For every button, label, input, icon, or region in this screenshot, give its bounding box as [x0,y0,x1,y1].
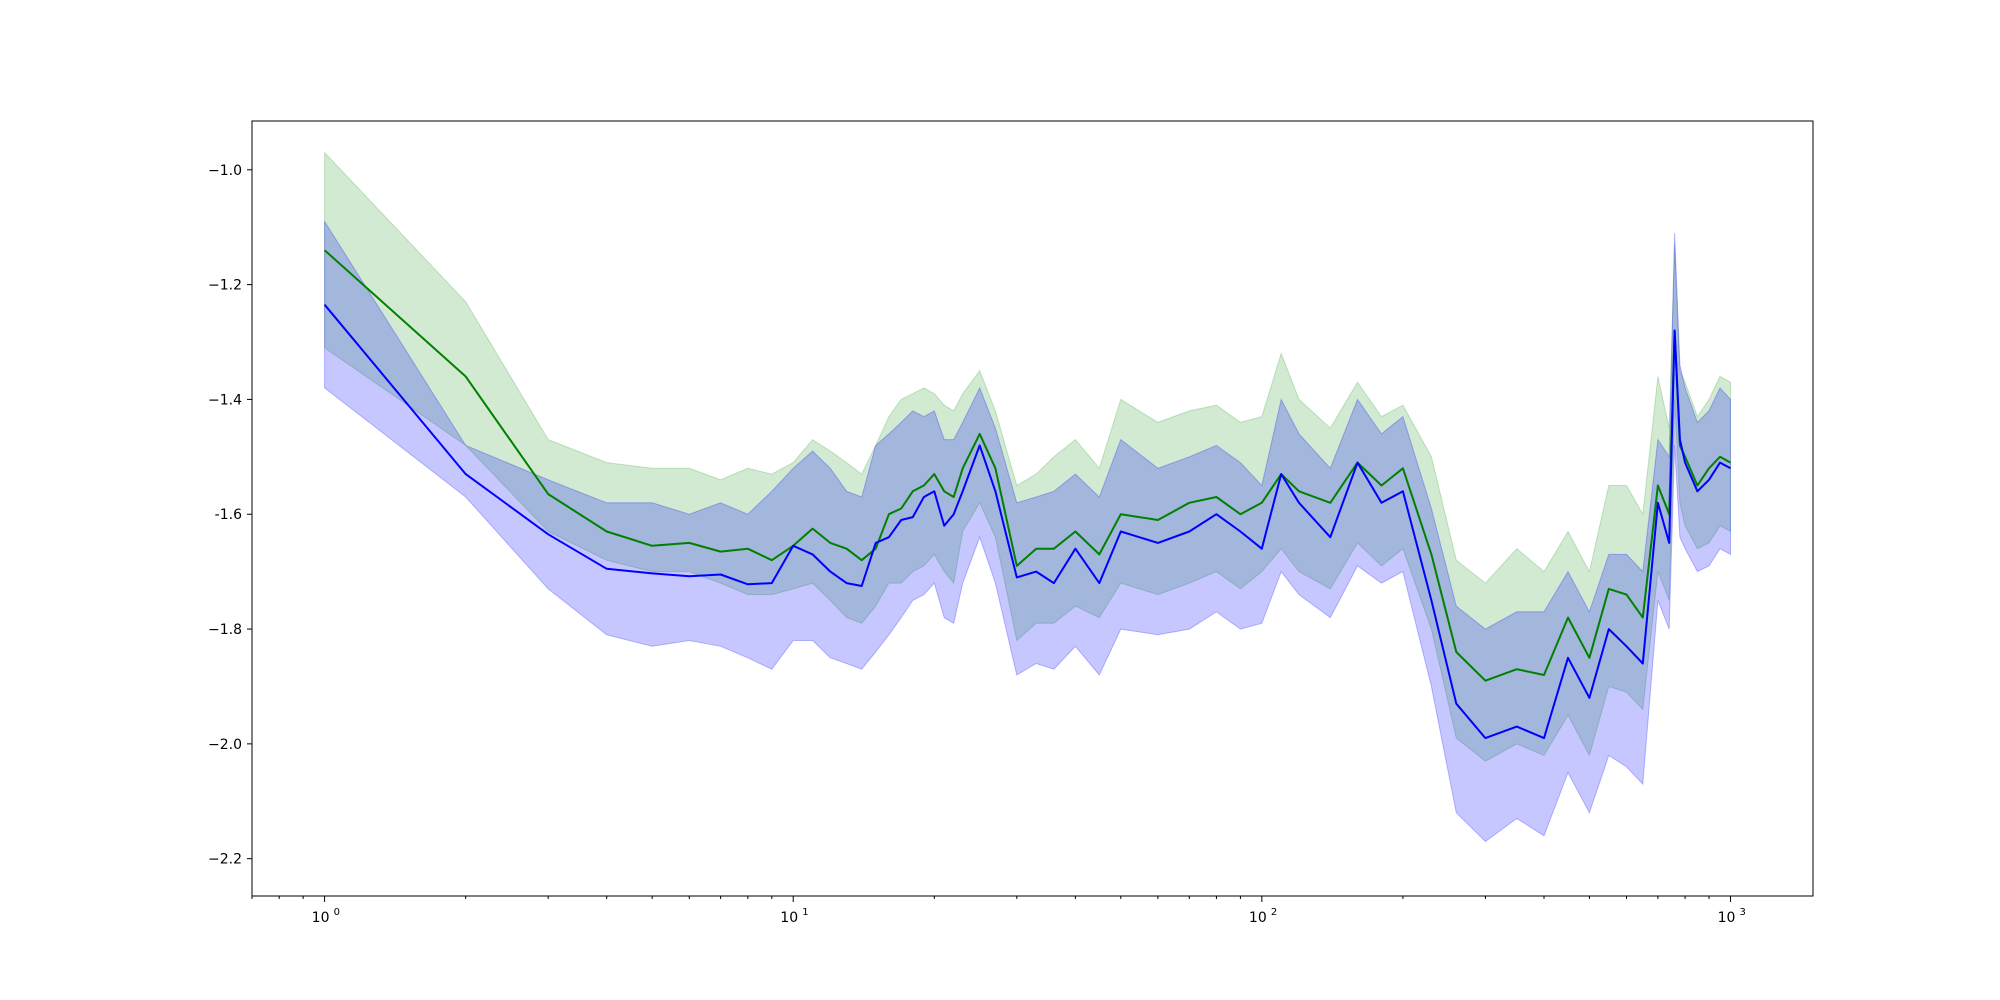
y-tick-label: −2.0 [208,737,242,753]
y-tick-label: -1.6 [215,507,242,523]
series-lines [323,249,1731,740]
x-tick-label: 10 [1249,910,1267,926]
x-axis: 10 0 10 1 10 2 10 3 [251,896,1746,926]
x-tick-label: 10 [780,910,798,926]
y-tick-label: −1.4 [208,392,242,408]
confidence-bands [324,151,1731,843]
x-tick-exponent: 1 [802,907,808,918]
x-tick-label: 10 [1718,910,1736,926]
x-tick-exponent: 3 [1739,907,1745,918]
series-1-band [324,219,1731,843]
y-tick-label: −1.0 [208,163,242,179]
y-tick-label: −2.2 [208,852,242,868]
y-axis: −1.0 −1.2 −1.4 -1.6 −1.8 −2.0 −2.2 [208,163,252,868]
plot-frame [251,120,1814,897]
y-tick-label: −1.2 [208,278,242,294]
x-tick-exponent: 0 [334,907,340,918]
series-0-band [324,151,1731,762]
series-0-line [323,249,1731,682]
series-1-line [323,304,1731,740]
x-tick-exponent: 2 [1271,907,1277,918]
y-tick-label: −1.8 [208,622,242,638]
x-tick-label: 10 [312,910,330,926]
